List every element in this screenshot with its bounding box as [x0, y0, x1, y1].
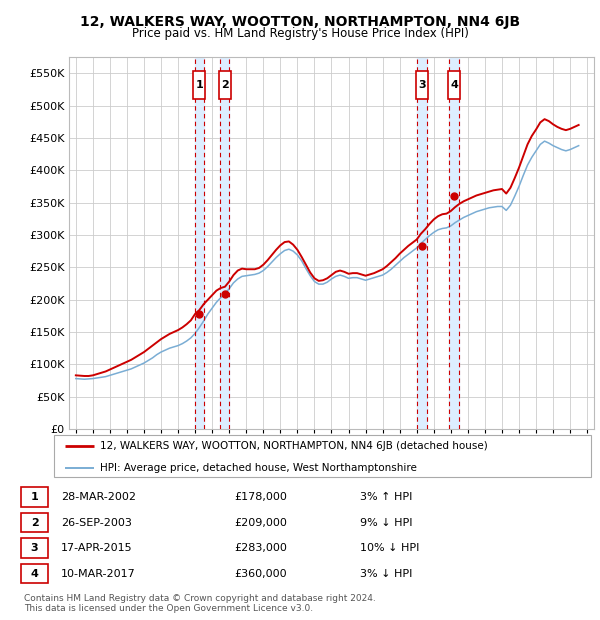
Bar	[448, 71, 460, 99]
Text: Price paid vs. HM Land Registry's House Price Index (HPI): Price paid vs. HM Land Registry's House …	[131, 27, 469, 40]
Text: 2: 2	[221, 80, 229, 90]
Text: 17-APR-2015: 17-APR-2015	[61, 543, 133, 553]
Bar	[417, 57, 427, 429]
Text: 2: 2	[31, 518, 38, 528]
Text: 3: 3	[31, 543, 38, 553]
Text: 3% ↑ HPI: 3% ↑ HPI	[360, 492, 412, 502]
Text: 1: 1	[196, 80, 203, 90]
Text: £178,000: £178,000	[235, 492, 287, 502]
Text: 12, WALKERS WAY, WOOTTON, NORTHAMPTON, NN4 6JB: 12, WALKERS WAY, WOOTTON, NORTHAMPTON, N…	[80, 15, 520, 29]
Bar	[193, 71, 205, 99]
Text: 3% ↓ HPI: 3% ↓ HPI	[360, 569, 412, 578]
Bar	[21, 564, 48, 583]
Bar	[449, 57, 459, 429]
Text: 26-SEP-2003: 26-SEP-2003	[61, 518, 131, 528]
Bar	[21, 487, 48, 507]
Text: 1: 1	[31, 492, 38, 502]
Text: £283,000: £283,000	[235, 543, 287, 553]
Bar	[219, 71, 231, 99]
Text: 4: 4	[450, 80, 458, 90]
Text: 12, WALKERS WAY, WOOTTON, NORTHAMPTON, NN4 6JB (detached house): 12, WALKERS WAY, WOOTTON, NORTHAMPTON, N…	[100, 441, 487, 451]
Text: 4: 4	[31, 569, 38, 578]
Text: 28-MAR-2002: 28-MAR-2002	[61, 492, 136, 502]
Bar	[194, 57, 204, 429]
Bar	[416, 71, 428, 99]
Text: Contains HM Land Registry data © Crown copyright and database right 2024.
This d: Contains HM Land Registry data © Crown c…	[24, 594, 376, 613]
Text: HPI: Average price, detached house, West Northamptonshire: HPI: Average price, detached house, West…	[100, 463, 416, 472]
Text: 9% ↓ HPI: 9% ↓ HPI	[360, 518, 413, 528]
Text: £360,000: £360,000	[235, 569, 287, 578]
Text: 10-MAR-2017: 10-MAR-2017	[61, 569, 136, 578]
Text: £209,000: £209,000	[235, 518, 287, 528]
Text: 3: 3	[418, 80, 425, 90]
Bar	[220, 57, 229, 429]
Bar	[21, 538, 48, 558]
Bar	[21, 513, 48, 533]
Text: 10% ↓ HPI: 10% ↓ HPI	[360, 543, 419, 553]
